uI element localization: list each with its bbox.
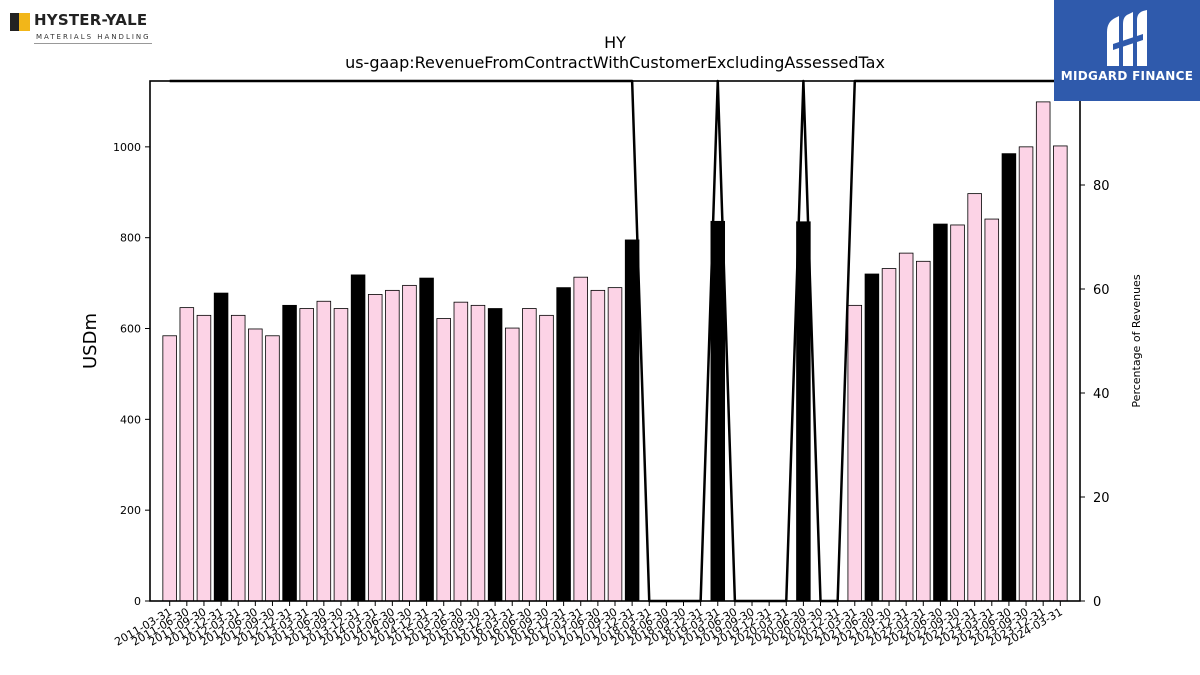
bar-2024-03-31 bbox=[1053, 145, 1068, 602]
bar-2012-06-30 bbox=[248, 328, 263, 602]
midgard-finance-logo: MIDGARD FINANCE bbox=[1054, 0, 1200, 101]
bar-2021-03-31 bbox=[847, 304, 863, 602]
bar-2015-12-31 bbox=[487, 308, 503, 602]
y-tick-label: 800 bbox=[120, 232, 141, 245]
y2-tick-label: 80 bbox=[1093, 179, 1110, 194]
bar-2012-12-31 bbox=[282, 304, 297, 602]
bar-2016-03-31 bbox=[504, 327, 520, 602]
bar-2015-06-30 bbox=[453, 301, 469, 602]
bar-2011-03-31 bbox=[162, 335, 177, 602]
y2-tick-label: 0 bbox=[1093, 595, 1101, 610]
bar-2014-09-30 bbox=[402, 284, 417, 602]
bar-2023-12-31 bbox=[1035, 101, 1051, 602]
chart-axes: 020040060080010000204060801002011-03-312… bbox=[112, 75, 1118, 649]
bar-2015-09-30 bbox=[470, 304, 486, 602]
bar-2013-09-30 bbox=[333, 308, 349, 602]
bar-2014-03-31 bbox=[367, 294, 383, 602]
bar-2023-06-30 bbox=[1001, 153, 1017, 602]
y-tick-label: 400 bbox=[120, 413, 141, 426]
bar-2022-12-31 bbox=[967, 193, 982, 602]
bar-2011-12-31 bbox=[213, 292, 229, 602]
bar-2016-06-30 bbox=[522, 308, 537, 602]
y-axis-label: USDm bbox=[80, 313, 101, 369]
chart-subtitle: us-gaap:RevenueFromContractWithCustomerE… bbox=[345, 53, 885, 72]
bar-2019-03-31 bbox=[710, 220, 726, 602]
bar-2022-09-30 bbox=[950, 224, 965, 602]
bar-2021-12-31 bbox=[898, 252, 914, 602]
bar-2017-06-30 bbox=[590, 289, 606, 602]
hyster-yale-logo: HYSTER-YALE MATERIALS HANDLING bbox=[10, 10, 152, 44]
y2-axis-label: Percentage of Revenues bbox=[1130, 274, 1143, 407]
bar-2017-09-30 bbox=[607, 287, 623, 602]
hyster-yale-mark-icon bbox=[10, 13, 30, 31]
bar-2016-12-31 bbox=[556, 287, 571, 602]
bar-2020-06-30 bbox=[796, 221, 811, 602]
y2-tick-label: 20 bbox=[1093, 491, 1110, 506]
bar-2022-03-31 bbox=[916, 260, 931, 602]
bar-2014-06-30 bbox=[385, 289, 400, 602]
bar-2017-12-31 bbox=[624, 239, 640, 602]
bar-2023-09-30 bbox=[1018, 146, 1034, 602]
y-tick-label: 200 bbox=[120, 504, 141, 517]
y-tick-label: 600 bbox=[120, 323, 141, 336]
bar-2012-09-30 bbox=[265, 335, 280, 602]
y2-tick-label: 40 bbox=[1093, 387, 1110, 402]
bar-2011-06-30 bbox=[179, 307, 195, 602]
hyster-yale-tagline: MATERIALS HANDLING bbox=[36, 33, 151, 41]
bar-2013-03-31 bbox=[299, 308, 314, 602]
bar-2021-09-30 bbox=[881, 268, 897, 602]
hyster-yale-name: HYSTER-YALE bbox=[34, 11, 148, 29]
logo-divider bbox=[34, 43, 152, 44]
y2-tick-label: 60 bbox=[1093, 283, 1110, 298]
bar-2017-03-31 bbox=[573, 276, 589, 602]
bar-2021-06-30 bbox=[864, 273, 880, 602]
midgard-finance-name: MIDGARD FINANCE bbox=[1060, 69, 1194, 83]
bar-2013-12-31 bbox=[350, 274, 366, 602]
midgard-mark-icon bbox=[1107, 10, 1147, 66]
bar-2022-06-30 bbox=[933, 223, 948, 602]
bar-2016-09-30 bbox=[539, 314, 554, 602]
bar-2015-03-31 bbox=[436, 318, 451, 602]
bar-2023-03-31 bbox=[984, 218, 1000, 602]
bar-2012-03-31 bbox=[230, 314, 246, 602]
bar-2013-06-30 bbox=[316, 300, 332, 602]
bar-2014-12-31 bbox=[419, 277, 434, 602]
bar-2011-09-30 bbox=[196, 314, 212, 602]
bar-series bbox=[162, 101, 1068, 602]
chart-title: HY bbox=[604, 33, 626, 52]
y-tick-label: 0 bbox=[134, 595, 141, 608]
y-tick-label: 1000 bbox=[113, 141, 141, 154]
